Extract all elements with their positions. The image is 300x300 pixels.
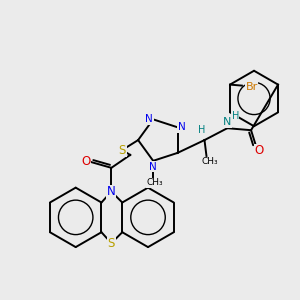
Text: N: N — [178, 122, 185, 132]
Text: N: N — [107, 185, 116, 198]
Text: O: O — [81, 155, 90, 168]
Text: N: N — [149, 162, 157, 172]
Text: CH₃: CH₃ — [147, 178, 164, 187]
Text: H: H — [232, 111, 239, 121]
Text: N: N — [145, 114, 153, 124]
Text: H: H — [198, 125, 205, 135]
Text: CH₃: CH₃ — [201, 158, 218, 166]
Text: O: O — [254, 145, 264, 158]
Text: S: S — [118, 143, 126, 157]
Text: S: S — [108, 237, 115, 250]
Text: N: N — [223, 117, 232, 127]
Text: Br: Br — [246, 82, 258, 92]
